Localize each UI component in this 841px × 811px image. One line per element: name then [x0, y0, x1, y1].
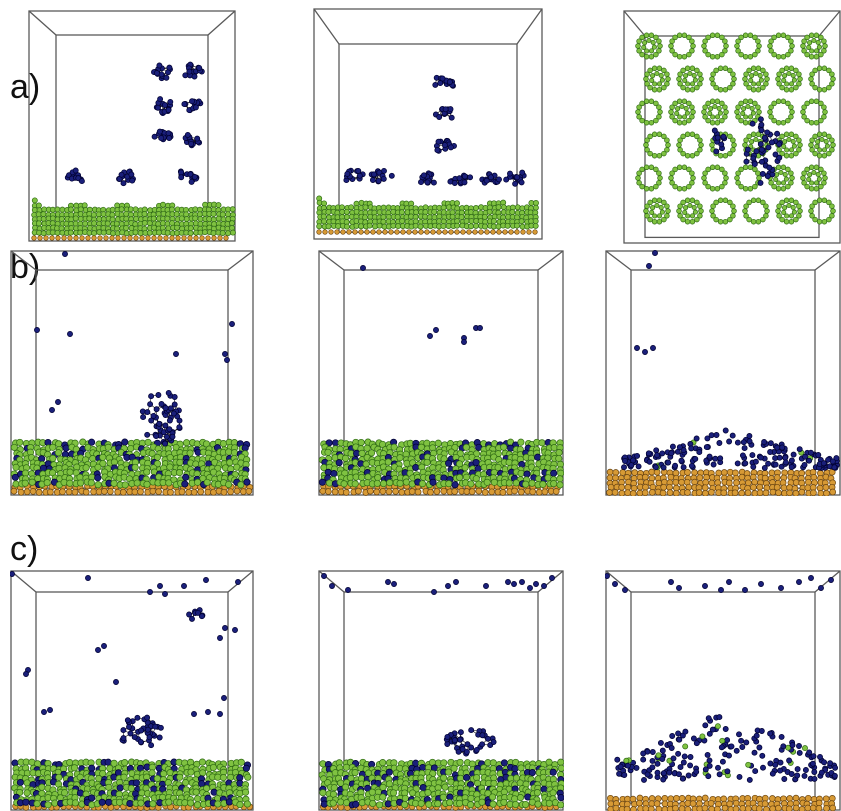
- panel-c1-scene: [10, 570, 254, 811]
- panel-a1: [28, 10, 236, 242]
- substrate-atoms: [318, 438, 564, 496]
- metal-nanocluster: [433, 137, 457, 154]
- metal-nanocluster: [116, 168, 136, 187]
- metal-nanocluster: [479, 171, 502, 186]
- simulation-box: [313, 8, 543, 240]
- panel-c2: [318, 570, 564, 811]
- panel-b1-scene: [10, 250, 254, 496]
- metal-nanocluster: [503, 169, 527, 187]
- metal-nanocluster: [432, 74, 456, 89]
- row-label-c: c): [10, 530, 39, 568]
- metal-nanocluster: [177, 168, 200, 185]
- metal-nanocluster: [151, 62, 173, 82]
- metal-atoms: [321, 573, 555, 595]
- adsorbed-metal-layer: [614, 714, 839, 783]
- metal-nanocluster: [182, 61, 205, 80]
- panel-a3: [623, 10, 841, 244]
- metal-atoms: [34, 251, 235, 413]
- row-label-a: a): [10, 68, 41, 106]
- panel-c2-scene: [318, 570, 564, 811]
- carbon-nanotube-array: [316, 195, 539, 235]
- metal-nanocluster: [343, 167, 366, 184]
- panel-b3: [605, 250, 841, 496]
- panel-c3-scene: [605, 570, 841, 811]
- carbon-nanotube-array: [31, 197, 236, 241]
- panel-a3-scene: [623, 10, 841, 244]
- metal-nanocluster: [181, 98, 204, 114]
- carbon-ring-lattice: [635, 32, 836, 225]
- metal-nanocluster: [64, 167, 85, 185]
- panel-c1: [10, 570, 254, 811]
- panel-b2-scene: [318, 250, 564, 496]
- substrate-atoms: [607, 794, 837, 811]
- metal-nanocluster: [432, 106, 455, 121]
- metal-cluster: [186, 607, 206, 622]
- panel-c3: [605, 570, 841, 811]
- adsorbed-metal-layer: [621, 427, 840, 471]
- metal-cluster: [743, 116, 783, 186]
- substrate-atoms: [11, 758, 254, 811]
- metal-nanocluster: [153, 96, 174, 117]
- metal-nanocluster: [368, 167, 395, 185]
- metal-cluster: [443, 727, 497, 757]
- metal-cluster: [119, 714, 164, 749]
- metal-nanocluster: [182, 131, 203, 149]
- metal-cluster: [711, 127, 728, 155]
- panel-b2: [318, 250, 564, 496]
- panel-a2-scene: [313, 8, 543, 240]
- panel-b3-scene: [605, 250, 841, 496]
- metal-nanocluster: [447, 172, 474, 187]
- metal-atoms: [10, 571, 241, 717]
- metal-nanocluster: [151, 128, 174, 143]
- metal-cluster: [139, 389, 183, 447]
- panel-a2: [313, 8, 543, 240]
- metal-nanocluster: [418, 170, 437, 186]
- panel-b1: [10, 250, 254, 496]
- metal-atoms: [605, 573, 834, 593]
- panel-a1-scene: [28, 10, 236, 242]
- metal-atoms: [634, 250, 658, 355]
- substrate-atoms: [10, 438, 254, 496]
- row-label-b: b): [10, 248, 41, 286]
- substrate-atoms: [606, 468, 837, 496]
- substrate-atoms: [318, 758, 564, 811]
- metal-atoms: [360, 265, 483, 345]
